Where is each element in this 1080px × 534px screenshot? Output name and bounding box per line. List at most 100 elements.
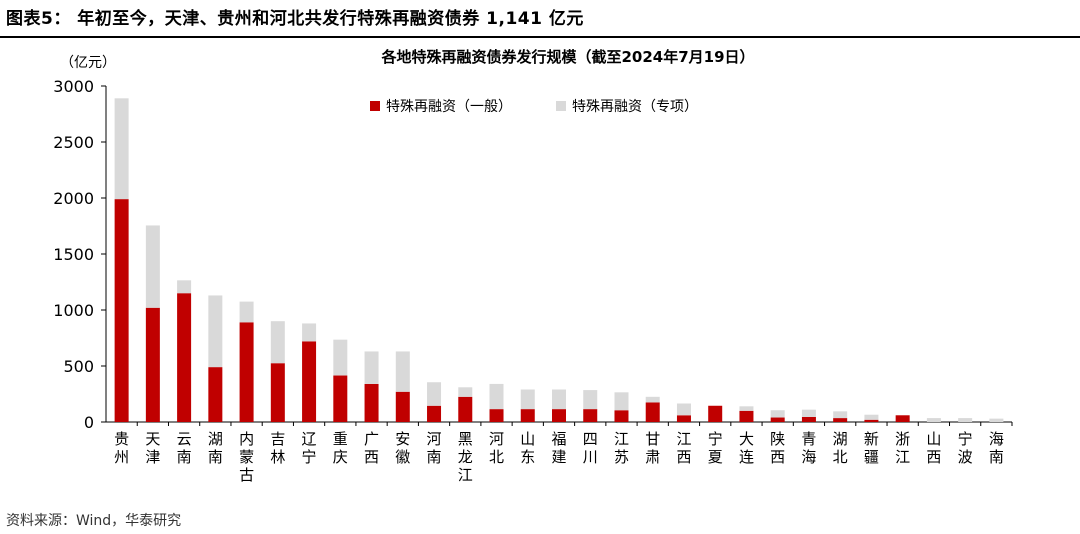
x-tick-label: 福建 <box>551 430 566 466</box>
y-tick-label: 0 <box>84 413 94 432</box>
bar-special <box>145 225 160 308</box>
legend-item-special: 特殊再融资（专项） <box>556 96 698 116</box>
y-tick-label: 1000 <box>53 301 94 320</box>
x-tick-label: 江西 <box>676 430 691 466</box>
bar-general <box>708 405 723 422</box>
bar-special <box>958 418 973 422</box>
x-tick-label: 辽宁 <box>302 430 317 466</box>
bar-special <box>520 389 535 410</box>
bar-special <box>552 389 566 410</box>
x-tick-label: 江苏 <box>614 430 629 466</box>
chart-title: 各地特殊再融资债券发行规模（截至2024年7月19日） <box>381 48 755 66</box>
x-tick-label: 安徽 <box>395 430 410 466</box>
bar-special <box>427 382 442 406</box>
legend-item-general: 特殊再融资（一般） <box>370 96 512 116</box>
bar-special <box>864 414 879 420</box>
bar-special <box>676 403 691 416</box>
x-tick-label: 天津 <box>145 430 160 466</box>
bar-special <box>801 409 816 417</box>
bar-special <box>364 351 379 384</box>
bar-general <box>614 410 629 422</box>
x-tick-label: 山东 <box>520 430 535 466</box>
bar-general <box>552 409 566 422</box>
bar-special <box>833 411 848 419</box>
bar-special <box>302 323 317 342</box>
bar-special <box>239 301 254 323</box>
x-tick-label: 黑龙江 <box>458 430 473 484</box>
bar-general <box>427 405 442 422</box>
x-tick-label: 陕西 <box>770 430 785 466</box>
x-tick-label: 宁波 <box>958 430 973 466</box>
x-tick-label: 贵州 <box>114 430 129 466</box>
bar-general <box>833 418 848 422</box>
bar-special <box>489 383 504 410</box>
bar-general <box>114 199 129 422</box>
bar-general <box>333 375 348 422</box>
bar-special <box>270 321 285 364</box>
x-tick-label: 河南 <box>427 430 442 466</box>
y-tick-label: 500 <box>63 357 94 376</box>
bar-general <box>364 383 379 422</box>
bar-special <box>989 418 1004 422</box>
bar-special <box>770 410 785 418</box>
bar-general <box>520 409 535 422</box>
legend-swatch-special <box>556 101 566 111</box>
x-tick-label: 吉林 <box>270 430 285 466</box>
bar-special <box>926 418 941 422</box>
bar-special <box>333 339 348 376</box>
bar-special <box>645 396 660 403</box>
x-tick-label: 河北 <box>489 430 504 466</box>
title-rule <box>0 36 1080 38</box>
bar-general <box>801 416 816 422</box>
y-unit-label: （亿元） <box>60 55 116 71</box>
y-tick-label: 3000 <box>53 77 94 96</box>
bar-special <box>739 406 754 411</box>
bar-special <box>458 387 473 397</box>
bar-general <box>145 307 160 422</box>
y-tick-label: 2000 <box>53 189 94 208</box>
bar-general <box>739 410 754 422</box>
x-tick-label: 重庆 <box>333 430 348 466</box>
bar-special <box>583 390 598 410</box>
bar-general <box>583 409 598 422</box>
bar-general <box>770 417 785 422</box>
source-note: 资料来源：Wind，华泰研究 <box>6 513 182 529</box>
bar-general <box>645 402 660 422</box>
figure-title: 图表5： 年初至今，天津、贵州和河北共发行特殊再融资债券 1,141 亿元 <box>6 9 584 29</box>
x-tick-label: 山西 <box>926 430 941 466</box>
x-tick-label: 云南 <box>177 430 192 466</box>
x-tick-label: 浙江 <box>895 430 910 466</box>
bar-special <box>395 351 410 392</box>
bar-general <box>676 415 691 422</box>
legend: 特殊再融资（一般） 特殊再融资（专项） <box>370 96 698 116</box>
bar-general <box>395 391 410 422</box>
bar-general <box>177 293 192 422</box>
y-tick-label: 1500 <box>53 245 94 264</box>
x-tick-label: 青海 <box>801 430 816 466</box>
bar-general <box>239 322 254 422</box>
legend-swatch-general <box>370 101 380 111</box>
x-tick-label: 四川 <box>583 430 598 466</box>
legend-label-general: 特殊再融资（一般） <box>386 99 512 115</box>
legend-label-special: 特殊再融资（专项） <box>572 99 698 115</box>
bar-general <box>489 409 504 422</box>
x-tick-label: 内蒙古 <box>239 430 254 484</box>
x-tick-label: 宁夏 <box>708 430 723 466</box>
x-tick-label: 海南 <box>989 430 1004 466</box>
bar-special <box>614 392 629 411</box>
bar-general <box>302 341 317 422</box>
x-tick-label: 甘肃 <box>645 430 660 466</box>
bar-special <box>114 98 129 200</box>
bar-special <box>177 280 192 294</box>
x-tick-label: 大连 <box>739 430 754 466</box>
bar-general <box>458 396 473 422</box>
bar-general <box>864 419 879 422</box>
bar-general <box>270 363 285 422</box>
x-tick-label: 广西 <box>364 430 379 466</box>
y-tick-label: 2500 <box>53 133 94 152</box>
bar-special <box>208 295 223 368</box>
x-tick-label: 新疆 <box>864 430 879 466</box>
bar-general <box>895 415 910 422</box>
x-tick-label: 湖南 <box>208 430 223 466</box>
